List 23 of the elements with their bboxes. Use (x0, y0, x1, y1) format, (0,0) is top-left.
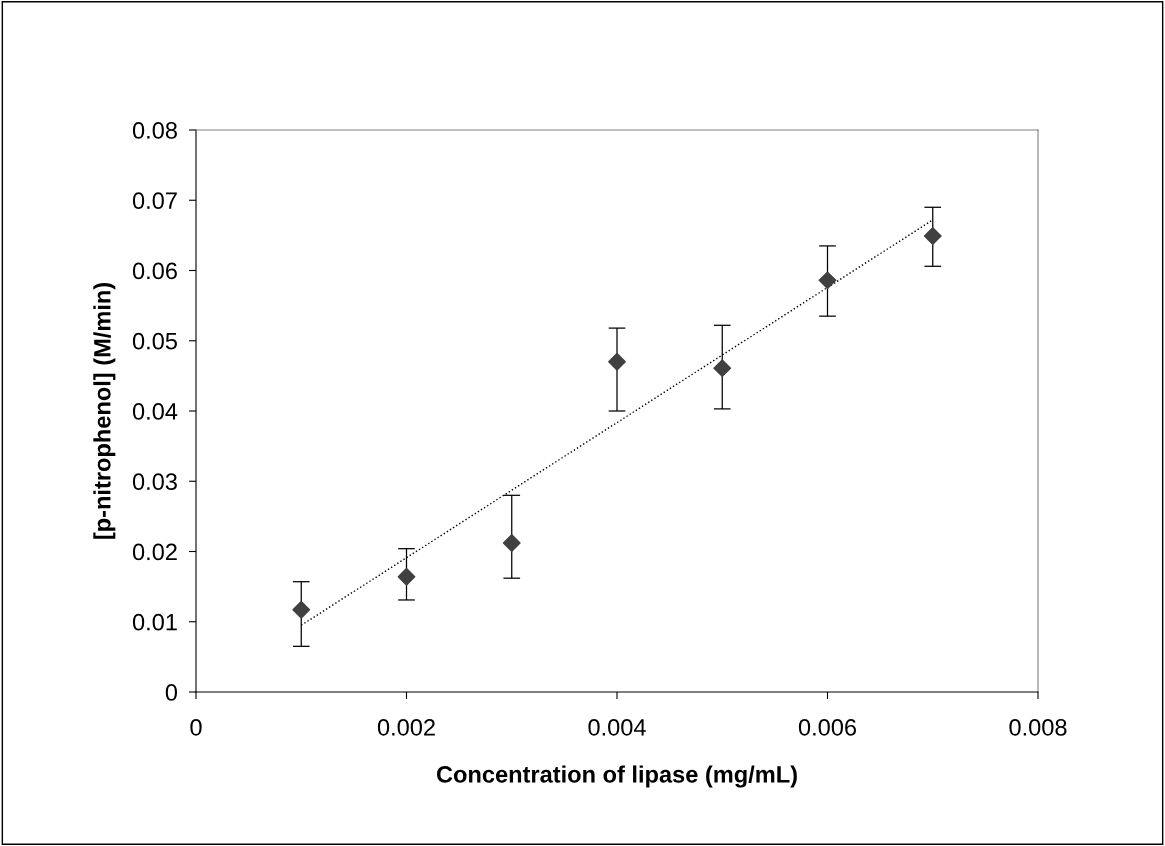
x-axis-title: Concentration of lipase (mg/mL) (436, 765, 797, 788)
point (608, 352, 626, 371)
point (397, 567, 416, 586)
y-tick-label: 0.04 (132, 403, 178, 420)
point (502, 534, 521, 552)
point (292, 600, 311, 619)
y-tick-label: 0.06 (132, 262, 177, 280)
y-tick-label: 0.05 (132, 332, 177, 350)
y-tick-label: 0.02 (132, 543, 177, 561)
y-tick-label: 0.07 (132, 192, 177, 210)
x-tick-label: 0.002 (377, 719, 435, 736)
point (818, 271, 837, 290)
y-axis-title: [p-nitrophenol] (M/min) (93, 283, 116, 539)
point (713, 359, 732, 378)
x-tick-label: 0 (190, 719, 202, 736)
y-tick-label: 0.01 (132, 613, 177, 631)
y-tick-label: 0.08 (132, 122, 177, 139)
x-tick-label: 0.008 (1009, 719, 1067, 736)
point (923, 227, 942, 245)
y-tick-label: 0 (165, 684, 178, 701)
x-tick-label: 0.006 (798, 719, 857, 736)
y-tick-label: 0.03 (132, 473, 177, 491)
x-tick-label: 0.004 (588, 719, 646, 736)
